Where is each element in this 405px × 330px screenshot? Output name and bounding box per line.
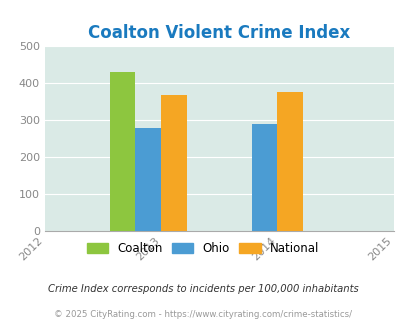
Text: Crime Index corresponds to incidents per 100,000 inhabitants: Crime Index corresponds to incidents per… [47,284,358,294]
Bar [251,124,277,231]
Bar [161,95,186,231]
Legend: Coalton, Ohio, National: Coalton, Ohio, National [81,237,324,260]
Bar [135,128,161,231]
Title: Coalton Violent Crime Index: Coalton Violent Crime Index [88,24,350,42]
Text: © 2025 CityRating.com - https://www.cityrating.com/crime-statistics/: © 2025 CityRating.com - https://www.city… [54,311,351,319]
Bar [110,72,135,231]
Bar [277,92,302,231]
